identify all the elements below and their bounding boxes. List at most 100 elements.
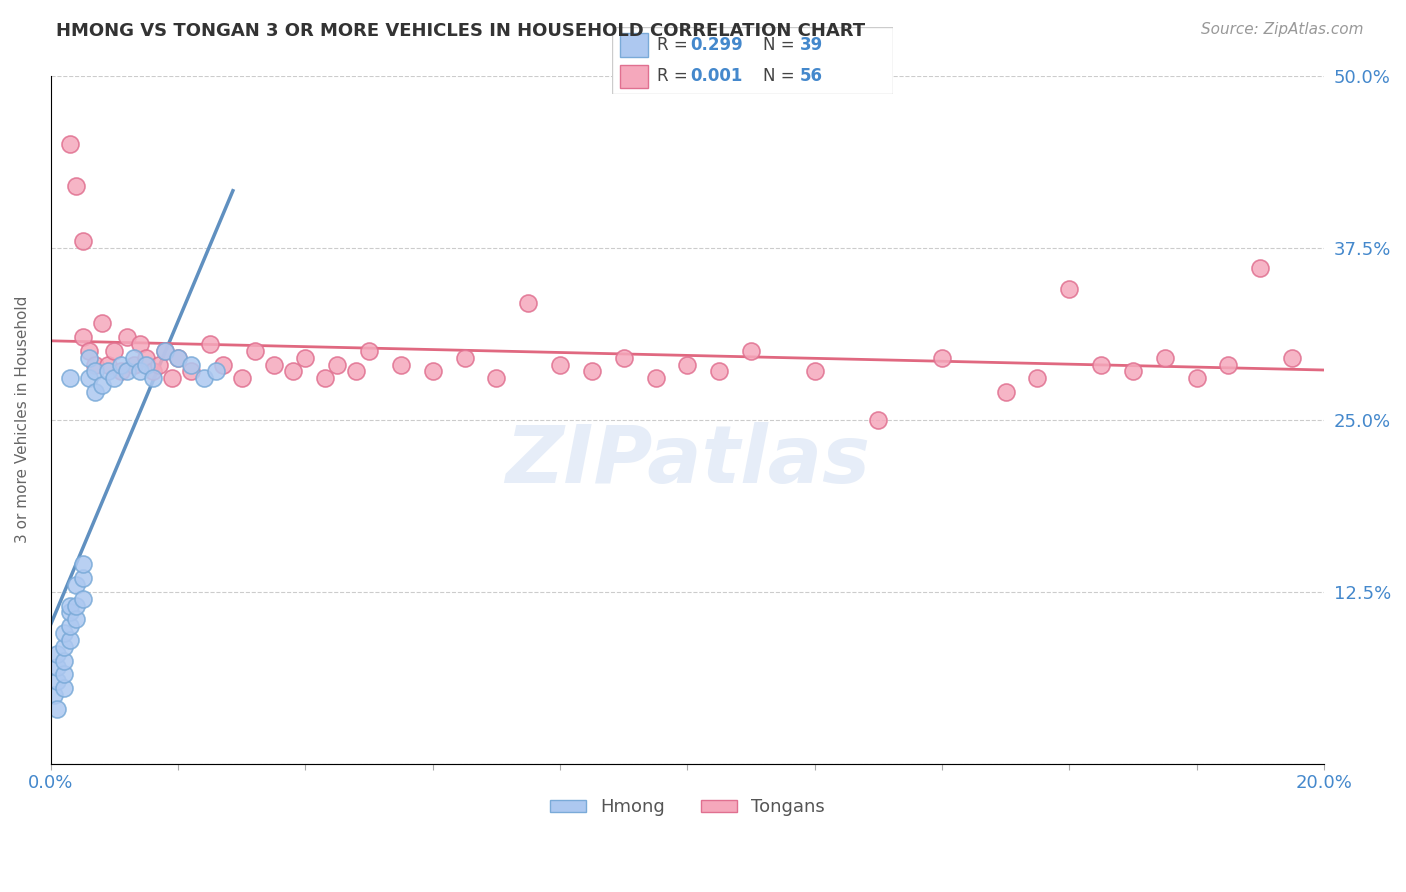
Text: 0.001: 0.001 [690,67,742,85]
Point [281,364,304,378]
Point [97,364,120,378]
Point [46,660,69,674]
Point [548,358,571,372]
Point [110,364,132,378]
Point [72,571,94,585]
Point [1059,282,1081,296]
Point [1249,261,1271,276]
Point [115,364,138,378]
Point [77,371,100,385]
Text: HMONG VS TONGAN 3 OR MORE VEHICLES IN HOUSEHOLD CORRELATION CHART: HMONG VS TONGAN 3 OR MORE VEHICLES IN HO… [56,22,865,40]
Point [142,364,165,378]
Point [52,667,75,681]
Point [1090,358,1112,372]
Point [1281,351,1303,365]
Point [142,371,165,385]
Text: 0.299: 0.299 [690,37,744,54]
Point [294,351,316,365]
Point [644,371,666,385]
Y-axis label: 3 or more Vehicles in Household: 3 or more Vehicles in Household [15,296,30,543]
Point [90,316,112,330]
Point [90,378,112,392]
Point [517,295,540,310]
Point [46,702,69,716]
Text: R =: R = [657,37,693,54]
Point [263,358,285,372]
Point [97,358,120,372]
Point [180,364,202,378]
Bar [620,65,648,88]
Text: N =: N = [763,67,800,85]
Point [148,358,170,372]
Point [359,343,381,358]
Point [110,358,132,372]
Point [52,626,75,640]
Point [103,343,125,358]
Point [422,364,444,378]
Point [1026,371,1049,385]
Text: N =: N = [763,37,800,54]
Point [59,599,82,613]
FancyBboxPatch shape [612,27,893,94]
Text: 39: 39 [800,37,824,54]
Point [581,364,603,378]
Point [1122,364,1144,378]
Point [115,330,138,344]
Point [52,654,75,668]
Point [77,343,100,358]
Point [231,371,253,385]
Point [103,371,125,385]
Point [72,591,94,606]
Point [931,351,953,365]
Point [84,385,107,400]
Point [326,358,349,372]
Point [205,364,228,378]
Point [129,337,152,351]
Point [193,371,215,385]
Point [1218,358,1240,372]
Point [868,412,890,426]
Legend: Hmong, Tongans: Hmong, Tongans [543,791,832,823]
Point [84,364,107,378]
Bar [620,34,648,57]
Point [135,351,157,365]
Point [46,647,69,661]
Point [65,599,87,613]
Point [180,358,202,372]
Point [676,358,699,372]
Point [46,674,69,689]
Point [52,640,75,654]
Point [740,343,762,358]
Point [122,358,145,372]
Point [65,178,87,193]
Point [803,364,825,378]
Point [485,371,508,385]
Point [59,371,82,385]
Point [84,358,107,372]
Point [59,606,82,620]
Point [122,351,145,365]
Point [211,358,233,372]
Point [155,343,177,358]
Point [59,619,82,633]
Point [243,343,266,358]
Point [65,612,87,626]
Point [72,558,94,572]
Point [344,364,367,378]
Point [389,358,412,372]
Point [1153,351,1175,365]
Point [72,234,94,248]
Text: 56: 56 [800,67,823,85]
Point [167,351,190,365]
Text: ZIPatlas: ZIPatlas [505,422,870,500]
Point [77,351,100,365]
Point [135,358,157,372]
Point [129,364,152,378]
Point [709,364,731,378]
Point [59,632,82,647]
Point [613,351,636,365]
Point [72,330,94,344]
Point [65,578,87,592]
Text: R =: R = [657,67,693,85]
Point [52,681,75,695]
